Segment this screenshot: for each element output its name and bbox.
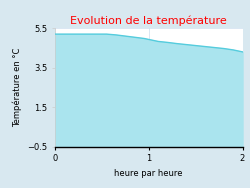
- Y-axis label: Température en °C: Température en °C: [12, 48, 22, 127]
- Title: Evolution de la température: Evolution de la température: [70, 16, 227, 26]
- X-axis label: heure par heure: heure par heure: [114, 169, 183, 178]
